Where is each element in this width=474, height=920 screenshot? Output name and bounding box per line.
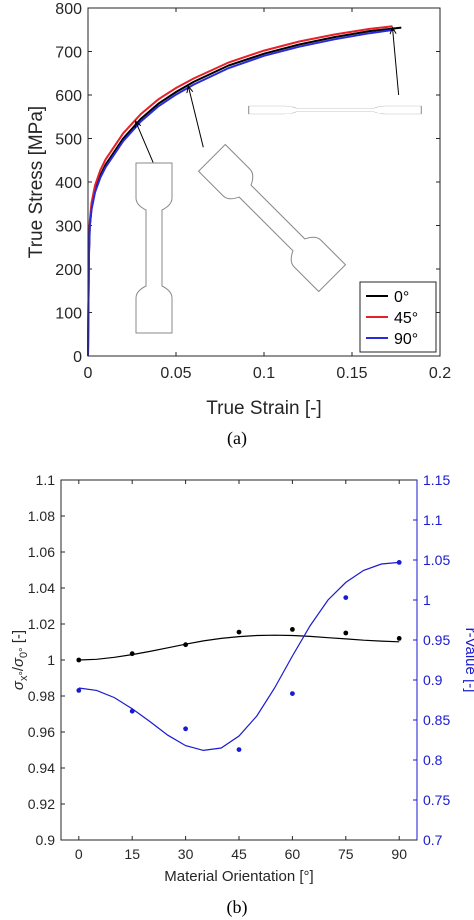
chart-a-frame (87, 7, 441, 357)
chart-b-ytick-right-label: 0.7 (423, 832, 443, 848)
chart-a-arrow-head (186, 85, 194, 94)
chart-b-plot-area (61, 480, 417, 840)
ylabel-sigma-2: σ (10, 657, 27, 667)
chart-b-ytick-left-label: 0.96 (28, 724, 55, 740)
chart-b-data-point (396, 636, 402, 641)
chart-a-ytick-label: 600 (55, 88, 82, 105)
chart-a-xtick-label: 0.15 (336, 365, 367, 382)
chart-b-series (76, 560, 402, 752)
chart-a-ytick-label: 500 (55, 132, 82, 149)
chart-a: 0 0.05 0.1 0.15 0.2 0 100 200 300 400 500 600 700 800… (26, 1, 451, 449)
chart-b-xtick-label: 60 (285, 846, 301, 862)
chart-a-arrow-head (389, 26, 397, 35)
chart-a-arrow-line (187, 86, 204, 148)
chart-a-xtick-label: 0.1 (253, 365, 275, 382)
chart-a-ticks: 0 0.05 0.1 0.15 0.2 0 100 200 300 400 500 600 700 800 (55, 1, 451, 382)
chart-b-ytick-left-label: 0.94 (28, 760, 55, 776)
chart-b-data-point (76, 657, 82, 663)
specimen-0deg-icon (135, 162, 173, 334)
chart-b-xtick-label: 0 (75, 846, 83, 862)
chart-b-ytick-left-label: 1.06 (28, 544, 55, 560)
chart-b-data-point (343, 630, 349, 636)
chart-b-fit-line (78, 561, 400, 752)
chart-b-data-point (236, 747, 242, 752)
chart-b-ticks: 0 15 30 45 60 75 90 0.9 0.92 0.94 0.96 0.98 1 1.02 1.0… (28, 472, 451, 862)
chart-b-ytick-right-label: 1.15 (423, 472, 450, 488)
ylabel-slash: / (10, 666, 27, 671)
chart-a-ytick-label: 700 (55, 45, 82, 62)
chart-a-line-series (87, 28, 395, 357)
chart-b-data-point (290, 627, 295, 632)
chart-a-xtick-label: 0.2 (429, 365, 451, 382)
chart-b-ytick-right-label: 1.1 (423, 512, 443, 528)
chart-a-caption: (a) (227, 428, 247, 449)
specimen-90deg-icon (248, 105, 422, 115)
chart-b-caption: (b) (227, 897, 248, 918)
chart-b-xtick-label: 75 (338, 846, 354, 862)
chart-b-ylabel-right: r-Value [-] (462, 628, 474, 693)
chart-a-legend-label: 0° (394, 289, 409, 306)
chart-b-xtick-label: 45 (231, 846, 247, 862)
chart-b-ytick-left-label: 1.04 (28, 580, 55, 596)
chart-b-data-point (236, 629, 242, 635)
chart-b-ytick-left-label: 0.98 (28, 688, 55, 704)
chart-b-data-point (343, 595, 349, 600)
chart-b-data-point (183, 726, 189, 732)
chart-b-ylabel-left: σx°/σ0° [-] (10, 630, 30, 690)
chart-b-ytick-right-label: 1.05 (423, 552, 450, 568)
chart-a-ytick-label: 800 (55, 1, 82, 18)
chart-b-xtick-label: 15 (124, 846, 140, 862)
ylabel-sub-2: 0° (18, 647, 30, 658)
chart-b-ytick-right-label: 0.85 (423, 712, 450, 728)
chart-b-data-point (76, 688, 82, 693)
chart-b-ytick-left-label: 1.08 (28, 508, 55, 524)
chart-b-ytick-right-label: 0.8 (423, 752, 443, 768)
chart-b-ytick-left-label: 1 (47, 652, 55, 668)
chart-b-data-point (129, 708, 135, 714)
chart-a-ytick-label: 300 (55, 219, 82, 236)
chart-b-data-point (129, 651, 135, 657)
chart-b-xtick-label: 90 (391, 846, 407, 862)
chart-b-ytick-left-label: 1.02 (28, 616, 55, 632)
chart-b-data-point (183, 642, 189, 648)
chart-b-xtick-label: 30 (178, 846, 194, 862)
chart-b-ytick-right-label: 1 (423, 592, 431, 608)
specimen-45deg-icon (197, 143, 347, 293)
chart-a-annotations (134, 26, 400, 163)
ylabel-unit: [-] (10, 630, 27, 648)
chart-b-ytick-left-label: 1.1 (36, 472, 56, 488)
chart-b: 0 15 30 45 60 75 90 0.9 0.92 0.94 0.96 0.98 1 1.02 1.0… (10, 472, 474, 918)
chart-a-xlabel: True Strain [-] (206, 398, 321, 419)
chart-b-xlabel: Material Orientation [°] (164, 868, 313, 885)
chart-a-series (87, 25, 402, 357)
chart-a-ytick-label: 400 (55, 175, 82, 192)
chart-b-data-point (396, 560, 402, 565)
chart-a-line-series (87, 25, 393, 357)
ylabel-sigma-1: σ (10, 680, 27, 690)
chart-a-ytick-label: 100 (55, 306, 82, 323)
chart-a-specimens (135, 105, 422, 334)
chart-a-xtick-label: 0 (84, 365, 93, 382)
chart-b-ytick-left-label: 0.9 (36, 832, 56, 848)
chart-a-arrow-line (135, 120, 154, 163)
chart-b-ytick-right-label: 0.75 (423, 792, 450, 808)
chart-a-ytick-label: 200 (55, 262, 82, 279)
chart-a-arrow-head (134, 120, 142, 129)
chart-a-ylabel: True Stress [MPa] (26, 106, 47, 258)
chart-a-ytick-label: 0 (73, 349, 82, 366)
chart-b-ytick-left-label: 0.92 (28, 796, 55, 812)
chart-a-xtick-label: 0.05 (160, 365, 191, 382)
chart-a-legend-label: 45° (394, 310, 418, 327)
chart-a-arrow-line (391, 27, 400, 96)
ylabel-sub-1: x° (18, 671, 30, 681)
chart-b-ytick-right-label: 0.9 (423, 672, 443, 688)
chart-a-legend: 0° 45° 90° (359, 281, 437, 353)
chart-a-legend-label: 90° (394, 331, 418, 348)
chart-b-ytick-right-label: 0.95 (423, 632, 450, 648)
chart-b-data-point (290, 691, 295, 696)
